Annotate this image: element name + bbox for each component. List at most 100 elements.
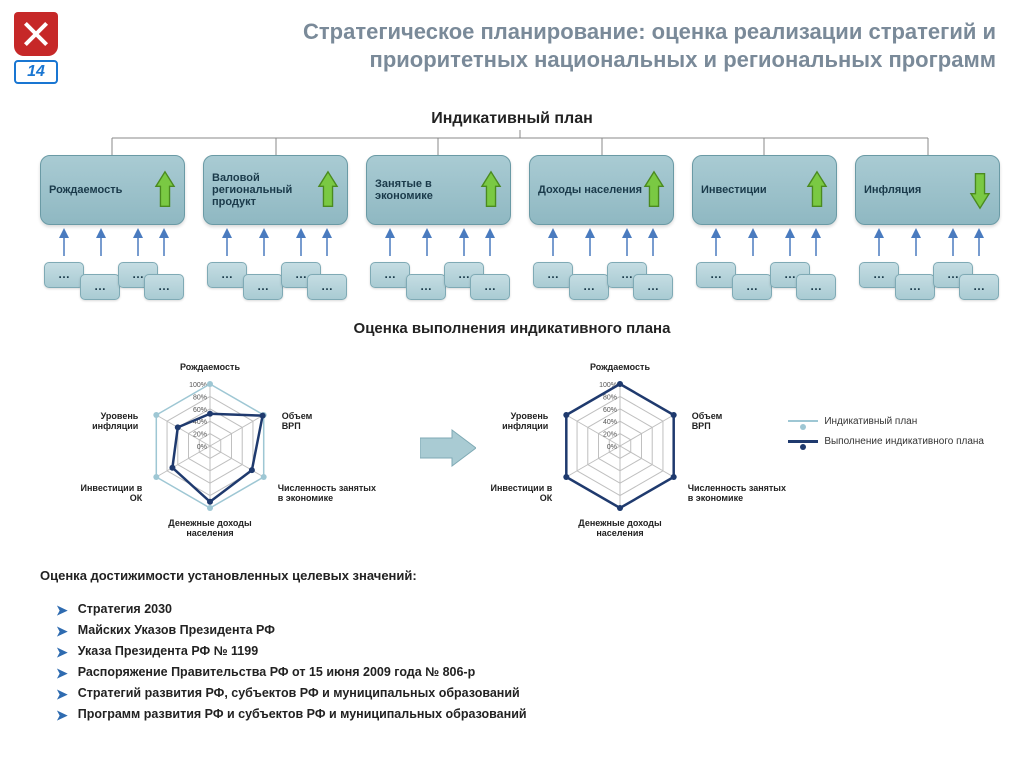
chevron-icon: ➤ [56, 708, 68, 722]
svg-text:60%: 60% [603, 407, 617, 414]
svg-text:Численность занятыхв экономике: Численность занятыхв экономике [688, 483, 786, 503]
indicator-label: Занятые в экономике [375, 178, 480, 202]
bullet-list: ➤Стратегия 2030➤Майских Указов Президент… [56, 596, 527, 728]
assessment-title: Оценка достижимости установленных целевы… [40, 568, 417, 583]
mini-arrow-icon [747, 228, 759, 256]
mini-arrow-icon [158, 228, 170, 256]
indicator-label: Доходы населения [538, 184, 643, 196]
svg-text:20%: 20% [603, 432, 617, 439]
arrow-up-icon [480, 170, 502, 210]
chevron-icon: ➤ [56, 645, 68, 659]
mini-arrow-icon [647, 228, 659, 256]
radar-chart-left: Рождаемость ОбъемВРП Численность занятыхв … [40, 338, 380, 548]
indicator-label: Инвестиции [701, 184, 806, 196]
mini-arrow-icon [421, 228, 433, 256]
svg-text:Уровеньинфляции: Уровеньинфляции [502, 411, 549, 431]
mini-arrow-icon [384, 228, 396, 256]
logo-shield-icon [14, 12, 58, 56]
svg-text:0%: 0% [197, 444, 207, 451]
mini-arrow-icon [132, 228, 144, 256]
mini-arrow-icon [321, 228, 333, 256]
radar-section-title: Оценка выполнения индикативного плана [0, 320, 1024, 337]
mini-arrow-icon [484, 228, 496, 256]
sub-box-group: ………… [203, 260, 348, 310]
sub-box: … [307, 274, 347, 300]
bullet-text: Стратегия 2030 [78, 602, 172, 616]
sub-box: … [470, 274, 510, 300]
sub-box: … [859, 262, 899, 288]
sub-box-group: ………… [40, 260, 185, 310]
indicator-label: Рождаемость [49, 184, 154, 196]
sub-box: … [569, 274, 609, 300]
bullet-item: ➤Стратегия 2030 [56, 602, 527, 617]
arrow-up-icon [643, 170, 665, 210]
tree-connector [40, 130, 1000, 158]
mini-arrow-icon [947, 228, 959, 256]
mini-arrow-icon [973, 228, 985, 256]
svg-text:ОбъемВРП: ОбъемВРП [282, 411, 313, 431]
radar-area: Рождаемость ОбъемВРП Численность занятыхв … [40, 338, 984, 558]
legend-exec-label: Выполнение индикативного плана [824, 436, 984, 447]
legend-plan-label: Индикативный план [824, 416, 917, 427]
svg-text:80%: 80% [603, 394, 617, 401]
arrow-right-icon [420, 428, 476, 468]
sub-box: … [633, 274, 673, 300]
bullet-text: Указа Президента РФ № 1199 [78, 644, 258, 658]
indicator-box: Инвестиции [692, 155, 837, 225]
mini-arrow-icon [784, 228, 796, 256]
indicative-plan-title: Индикативный план [0, 110, 1024, 128]
mini-arrow-icon [221, 228, 233, 256]
bullet-text: Программ развития РФ и субъектов РФ и му… [78, 707, 527, 721]
legend-exec: Выполнение индикативного плана [788, 434, 984, 449]
indicator-box: Рождаемость [40, 155, 185, 225]
chevron-icon: ➤ [56, 624, 68, 638]
chevron-icon: ➤ [56, 687, 68, 701]
sub-box-group: ………… [366, 260, 511, 310]
indicator-box: Занятые в экономике [366, 155, 511, 225]
mini-arrow-icon [547, 228, 559, 256]
chevron-icon: ➤ [56, 666, 68, 680]
bullet-item: ➤ Указа Президента РФ № 1199 [56, 644, 527, 659]
arrow-down-icon [969, 170, 991, 210]
mini-arrow-icon [710, 228, 722, 256]
radar-legend: Индикативный план Выполнение индикативно… [788, 408, 984, 455]
arrow-up-icon [806, 170, 828, 210]
arrow-up-icon [317, 170, 339, 210]
mini-arrow-icon [810, 228, 822, 256]
logo-number: 14 [14, 60, 58, 84]
sub-box: … [796, 274, 836, 300]
bullet-text: Стратегий развития РФ, субъектов РФ и му… [78, 686, 520, 700]
svg-text:Денежные доходынаселения: Денежные доходынаселения [168, 518, 252, 538]
arrow-up-icon [154, 170, 176, 210]
mini-arrow-icon [621, 228, 633, 256]
svg-text:40%: 40% [603, 419, 617, 426]
page-title: Стратегическое планирование: оценка реал… [236, 18, 996, 73]
svg-text:0%: 0% [607, 444, 617, 451]
svg-text:Численность занятыхв экономике: Численность занятыхв экономике [278, 483, 376, 503]
sub-box: … [370, 262, 410, 288]
sub-box: … [243, 274, 283, 300]
indicator-label: Инфляция [864, 184, 969, 196]
svg-text:Рождаемость: Рождаемость [590, 362, 650, 372]
svg-text:Инвестиции вОК: Инвестиции вОК [491, 483, 553, 503]
indicator-label: Валовой региональный продукт [212, 172, 317, 208]
sub-box: … [44, 262, 84, 288]
indicator-box: Валовой региональный продукт [203, 155, 348, 225]
sub-box: … [895, 274, 935, 300]
sub-arrows [40, 228, 1000, 262]
bullet-text: Майских Указов Президента РФ [78, 623, 275, 637]
svg-text:Рождаемость: Рождаемость [180, 362, 240, 372]
sub-box-group: ………… [855, 260, 1000, 310]
sub-box: … [732, 274, 772, 300]
mini-arrow-icon [910, 228, 922, 256]
bullet-item: ➤ Майских Указов Президента РФ [56, 623, 527, 638]
svg-text:80%: 80% [193, 394, 207, 401]
svg-text:Уровеньинфляции: Уровеньинфляции [92, 411, 139, 431]
sub-boxes-row: ……………………………………………………………… [40, 260, 1000, 310]
bullet-item: ➤ Стратегий развития РФ, субъектов РФ и м… [56, 686, 527, 701]
logo: 14 [14, 12, 58, 84]
radar-chart-right: РождаемостьОбъемВРПЧисленность занятыхв … [450, 338, 790, 548]
legend-plan: Индикативный план [788, 414, 984, 428]
sub-box: … [80, 274, 120, 300]
sub-box: … [959, 274, 999, 300]
